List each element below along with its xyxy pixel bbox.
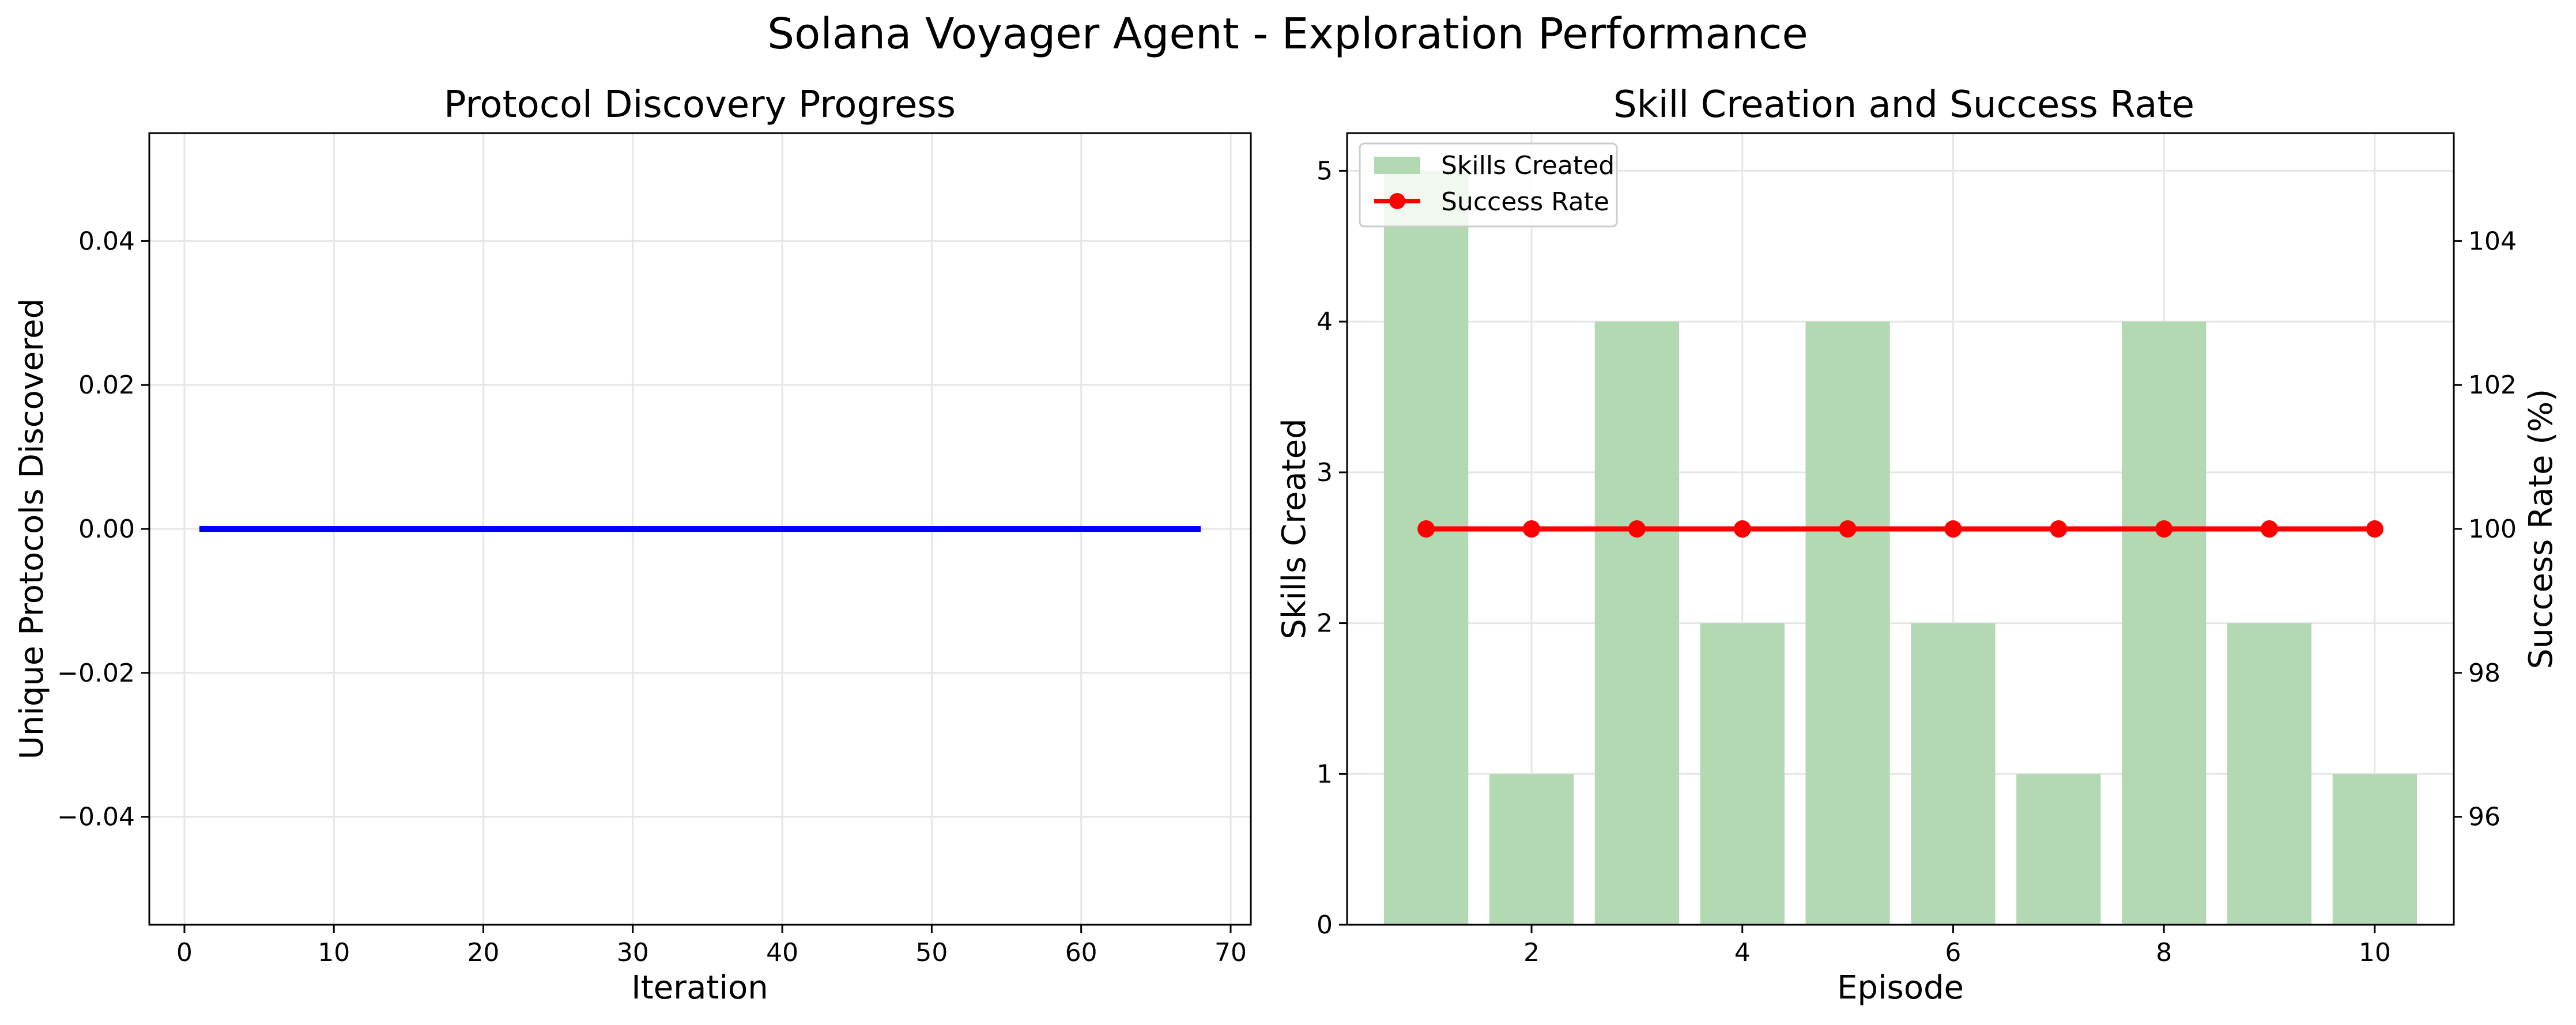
legend: Skills Created Success Rate	[1359, 142, 1618, 228]
left-x-axis-label: Iteration	[631, 969, 768, 1007]
skills-created-bar	[2122, 322, 2207, 925]
skills-created-bars	[1384, 171, 2417, 925]
left-x-ticks: 0 10 20 30 40 50 60 70	[176, 925, 1247, 967]
success-rate-line	[1417, 520, 2383, 538]
right-left-y-tick-label: 4	[1317, 307, 1333, 336]
skills-created-bar	[1911, 623, 1996, 925]
left-y-ticks: −0.04 −0.02 0.00 0.02 0.04	[57, 226, 149, 832]
right-left-y-tick-label: 2	[1317, 609, 1333, 638]
right-left-y-tick-label: 5	[1317, 156, 1333, 186]
skills-created-bar	[1489, 774, 1574, 925]
right-x-tick-label: 4	[1734, 938, 1751, 967]
legend-line-marker	[1389, 193, 1405, 209]
left-x-tick-label: 30	[617, 938, 649, 967]
right-left-y-tick-label: 3	[1317, 458, 1333, 487]
left-chart: Protocol Discovery Progress 0 10 20 30 40 50 6…	[13, 84, 1252, 1007]
success-rate-point	[1628, 520, 1646, 538]
left-x-tick-label: 60	[1065, 938, 1097, 967]
left-x-tick-label: 70	[1215, 938, 1247, 967]
skills-created-bar	[1805, 322, 1890, 925]
success-rate-point	[2261, 520, 2278, 538]
right-x-tick-label: 2	[1523, 938, 1540, 967]
left-x-tick-label: 20	[467, 938, 500, 967]
left-y-tick-label: 0.00	[78, 515, 135, 544]
success-rate-point	[1523, 520, 1540, 538]
right-x-tick-label: 8	[2156, 938, 2172, 967]
skills-created-bar	[2016, 774, 2101, 925]
right-right-y-tick-label: 100	[2468, 515, 2517, 544]
success-rate-point	[1417, 520, 1435, 538]
skills-created-bar	[2332, 774, 2417, 925]
right-right-y-tick-label: 102	[2468, 370, 2517, 400]
right-left-y-tick-label: 0	[1317, 910, 1333, 940]
left-x-tick-label: 50	[915, 938, 948, 967]
right-chart-title: Skill Creation and Success Rate	[1613, 84, 2194, 126]
skills-created-bar	[1594, 322, 1679, 925]
right-left-y-tick-label: 1	[1317, 759, 1333, 789]
right-right-y-axis-label: Success Rate (%)	[2522, 389, 2560, 669]
left-y-tick-label: 0.02	[78, 370, 135, 400]
left-chart-title: Protocol Discovery Progress	[444, 84, 956, 126]
legend-bar-swatch	[1374, 157, 1420, 174]
right-right-y-tick-label: 98	[2468, 659, 2500, 688]
left-y-tick-label: 0.04	[78, 226, 135, 256]
success-rate-point	[2366, 520, 2383, 538]
success-rate-point	[2155, 520, 2173, 538]
right-right-y-tick-label: 104	[2468, 226, 2517, 256]
skills-created-bar	[2227, 623, 2312, 925]
skills-created-bar	[1384, 171, 1469, 925]
right-x-tick-label: 10	[2359, 938, 2391, 967]
left-x-tick-label: 0	[176, 938, 193, 967]
skills-created-bar	[1700, 623, 1785, 925]
left-y-axis-label: Unique Protocols Discovered	[13, 298, 51, 759]
right-x-axis-label: Episode	[1837, 969, 1964, 1007]
right-x-tick-label: 6	[1945, 938, 1961, 967]
left-x-tick-label: 40	[766, 938, 798, 967]
right-chart: Skill Creation and Success Rate 2 4 6 8 10 0…	[1276, 84, 2560, 1007]
success-rate-point	[1733, 520, 1751, 538]
right-right-y-tick-label: 96	[2468, 803, 2500, 832]
left-y-tick-label: −0.02	[57, 659, 135, 688]
success-rate-point	[1839, 520, 1857, 538]
right-x-ticks: 2 4 6 8 10	[1523, 925, 2391, 967]
legend-box	[1359, 142, 1618, 228]
legend-label-skills-created: Skills Created	[1441, 151, 1615, 180]
left-x-tick-label: 10	[318, 938, 350, 967]
figure-title: Solana Voyager Agent - Exploration Perfo…	[767, 9, 1808, 59]
right-left-y-axis-label: Skills Created	[1276, 418, 1313, 639]
right-right-y-ticks: 96 98 100 102 104	[2454, 226, 2517, 832]
right-left-y-ticks: 0 1 2 3 4 5	[1317, 156, 1347, 940]
success-rate-point	[2050, 520, 2068, 538]
left-y-tick-label: −0.04	[57, 803, 135, 832]
legend-label-success-rate: Success Rate	[1441, 187, 1609, 217]
success-rate-point	[1944, 520, 1962, 538]
